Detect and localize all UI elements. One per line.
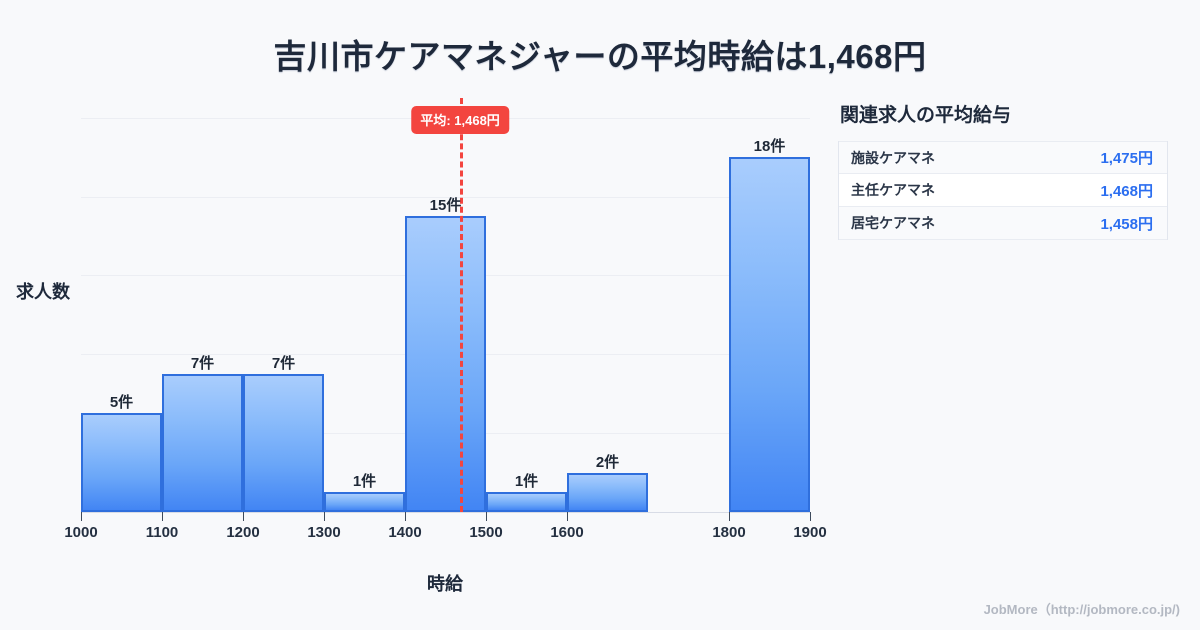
plot-area bbox=[81, 98, 810, 513]
x-axis-tick bbox=[567, 512, 568, 521]
x-axis-tick-label: 1900 bbox=[793, 524, 827, 541]
bar[interactable] bbox=[81, 413, 162, 512]
x-axis-tick-label: 1400 bbox=[388, 524, 422, 541]
bar[interactable] bbox=[405, 216, 486, 512]
row-value: 1,468円 bbox=[1100, 182, 1153, 200]
related-salary-table: 施設ケアマネ 1,475円主任ケアマネ 1,468円居宅ケアマネ 1,458円 bbox=[838, 141, 1168, 240]
average-badge: 平均: 1,468円 bbox=[411, 106, 509, 134]
x-axis-tick-label: 1000 bbox=[64, 524, 98, 541]
related-salary-title: 関連求人の平均給与 bbox=[840, 105, 1012, 126]
x-axis-tick-label: 1200 bbox=[226, 524, 260, 541]
table-row[interactable]: 居宅ケアマネ 1,458円 bbox=[839, 207, 1167, 240]
bar-value-label: 1件 bbox=[352, 473, 377, 491]
y-axis-title: 求人数 bbox=[16, 282, 70, 302]
row-value: 1,475円 bbox=[1100, 150, 1153, 167]
bar-value-label: 5件 bbox=[109, 394, 134, 412]
bar[interactable] bbox=[729, 157, 810, 512]
table-row[interactable]: 主任ケアマネ 1,468円 bbox=[839, 174, 1167, 207]
related-salary-panel: 関連求人の平均給与 施設ケアマネ 1,475円主任ケアマネ 1,468円居宅ケアマネ… bbox=[838, 100, 1168, 240]
x-axis-tick bbox=[243, 512, 244, 521]
bar[interactable] bbox=[243, 374, 324, 512]
x-axis-tick-label: 1800 bbox=[712, 524, 746, 541]
x-axis-tick-label: 1100 bbox=[145, 524, 179, 541]
bar[interactable] bbox=[567, 472, 648, 512]
bar-value-label: 15件 bbox=[429, 197, 462, 215]
table-row[interactable]: 施設ケアマネ 1,475円 bbox=[839, 141, 1167, 174]
page-title: 吉川市ケアマネジャーの平均時給は1,468円 bbox=[273, 38, 927, 75]
x-axis-tick bbox=[486, 512, 487, 521]
row-label: 施設ケアマネ bbox=[851, 149, 935, 166]
x-axis-tick-label: 1500 bbox=[469, 524, 503, 541]
bar-value-label: 7件 bbox=[271, 355, 296, 372]
bar-value-label: 2件 bbox=[595, 453, 620, 471]
x-axis-tick-label: 1300 bbox=[307, 524, 341, 541]
bar[interactable] bbox=[324, 492, 405, 512]
x-axis-title: 時給 bbox=[427, 574, 463, 594]
footer-credit: JobMore（http://jobmore.co.jp/) bbox=[983, 602, 1180, 617]
bar-value-label: 7件 bbox=[190, 355, 215, 372]
x-axis-tick bbox=[729, 512, 730, 521]
bar-value-label: 18件 bbox=[753, 138, 786, 156]
row-label: 主任ケアマネ bbox=[851, 182, 935, 198]
x-axis-tick bbox=[324, 512, 325, 521]
gridline bbox=[81, 196, 810, 198]
x-axis-tick bbox=[162, 512, 163, 521]
bar[interactable] bbox=[486, 492, 567, 512]
x-axis-baseline bbox=[81, 512, 810, 513]
x-axis-tick bbox=[405, 512, 406, 521]
x-axis-tick bbox=[810, 512, 811, 521]
row-label: 居宅ケアマネ bbox=[851, 215, 935, 231]
bar[interactable] bbox=[162, 374, 243, 512]
bar-value-label: 1件 bbox=[514, 473, 539, 491]
average-line bbox=[460, 98, 464, 512]
x-axis-tick-label: 1600 bbox=[550, 524, 584, 541]
x-axis-tick bbox=[81, 512, 82, 521]
row-value: 1,458円 bbox=[1100, 215, 1153, 233]
